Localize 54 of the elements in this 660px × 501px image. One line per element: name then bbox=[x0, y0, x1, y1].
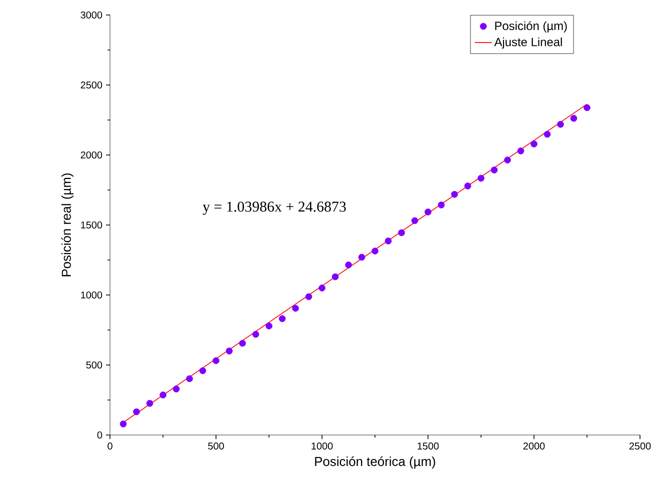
y-tick-label: 500 bbox=[86, 361, 102, 369]
point bbox=[438, 202, 445, 208]
annotation: y = 1.03986x + 24.6873 bbox=[202, 202, 346, 215]
point bbox=[504, 156, 511, 164]
point bbox=[517, 148, 524, 154]
point bbox=[278, 315, 286, 322]
legend-label: Ajuste Lineal bbox=[494, 37, 562, 49]
point bbox=[451, 190, 458, 198]
point bbox=[570, 114, 578, 122]
point bbox=[305, 293, 312, 300]
x-tick-label: 0 bbox=[108, 442, 112, 450]
point bbox=[252, 330, 260, 338]
point bbox=[345, 262, 352, 268]
x-tick-label: 500 bbox=[208, 442, 224, 450]
point bbox=[133, 408, 140, 416]
x-tick-label: 2500 bbox=[629, 442, 651, 450]
point bbox=[372, 248, 378, 254]
x-tick-label: 1000 bbox=[312, 442, 333, 450]
y-tick-label: 0 bbox=[97, 431, 102, 439]
point bbox=[266, 322, 272, 330]
point bbox=[530, 140, 538, 148]
y-tick-label: 3000 bbox=[80, 11, 102, 19]
point bbox=[557, 120, 564, 128]
y-tick-label: 1000 bbox=[81, 291, 102, 299]
point bbox=[120, 420, 127, 428]
point bbox=[160, 392, 166, 398]
legend-label: Posición (µm) bbox=[495, 21, 567, 32]
point bbox=[146, 400, 154, 407]
point bbox=[212, 357, 220, 364]
point bbox=[239, 340, 246, 347]
point bbox=[358, 254, 366, 261]
point bbox=[172, 386, 180, 392]
point bbox=[199, 367, 206, 374]
y-tick-label: 2500 bbox=[80, 81, 102, 89]
point bbox=[424, 208, 432, 216]
x-tick-label: 2000 bbox=[523, 442, 545, 450]
point bbox=[332, 273, 339, 280]
point bbox=[398, 229, 405, 236]
point bbox=[318, 284, 326, 292]
point bbox=[226, 348, 233, 354]
point bbox=[490, 166, 498, 174]
point bbox=[584, 104, 590, 112]
point bbox=[411, 217, 418, 224]
point bbox=[478, 174, 484, 182]
y-axis-title: Posición real (µm) bbox=[61, 174, 74, 276]
y-tick-label: 2000 bbox=[80, 151, 102, 159]
x-axis-title: Posición teórica (µm) bbox=[315, 456, 436, 469]
point bbox=[186, 375, 193, 382]
point bbox=[292, 304, 299, 312]
point bbox=[544, 130, 551, 138]
x-tick-label: 1500 bbox=[418, 442, 439, 450]
y-tick-label: 1500 bbox=[81, 221, 102, 229]
point bbox=[464, 182, 472, 190]
point bbox=[384, 238, 392, 244]
